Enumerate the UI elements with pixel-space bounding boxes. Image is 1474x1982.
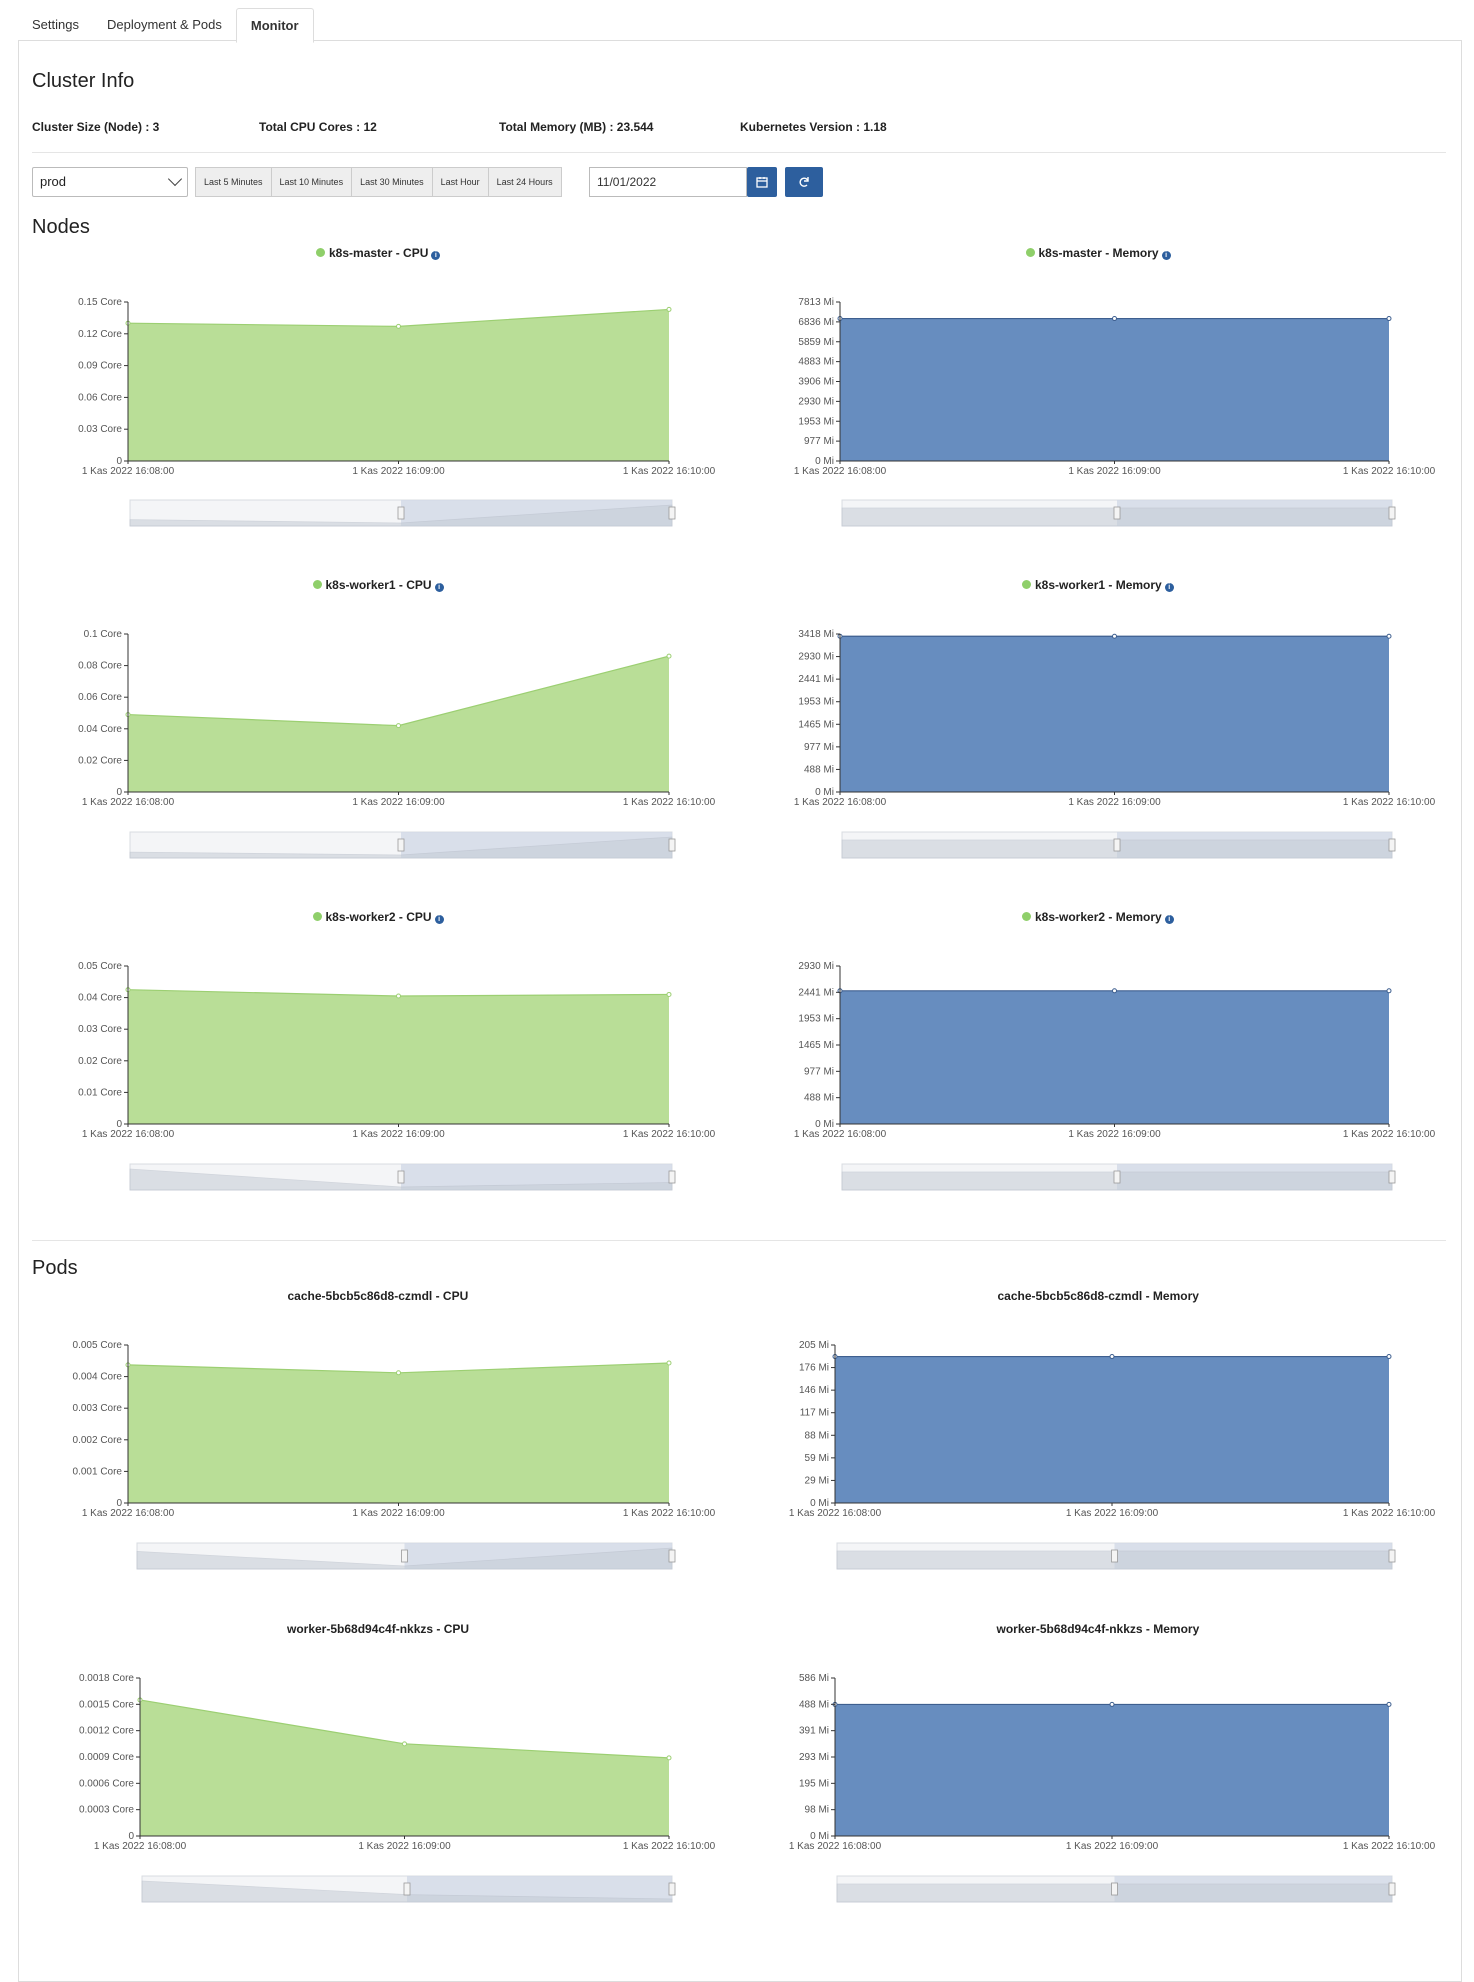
info-icon[interactable]: i (1161, 251, 1171, 260)
chart-title-metric: CPU (443, 1622, 470, 1636)
refresh-button[interactable] (785, 167, 823, 197)
chart-title-name: k8s-worker2 (1035, 910, 1106, 924)
title-separator: - (1101, 246, 1113, 260)
refresh-icon (799, 177, 809, 187)
title-separator: - (432, 1289, 443, 1303)
chart-title-metric: CPU (442, 1289, 469, 1303)
namespace-select[interactable]: prod (32, 167, 188, 197)
time-range-group: Last 5 Minutes Last 10 Minutes Last 30 M… (195, 167, 562, 197)
info-icon[interactable]: i (1164, 583, 1174, 592)
divider (32, 1240, 1446, 1241)
chart-title: cache-5bcb5c86d8-czmdl - Memory (998, 1289, 1199, 1303)
calendar-button[interactable] (747, 167, 777, 197)
chart-title-name: cache-5bcb5c86d8-czmdl (997, 1289, 1143, 1303)
range-last-hour-button[interactable]: Last Hour (431, 167, 489, 197)
chart-title-metric: Memory (1115, 910, 1162, 924)
chart-title-metric: Memory (1112, 246, 1159, 260)
namespace-value: prod (40, 174, 67, 189)
range-10-minutes-button[interactable]: Last 10 Minutes (270, 167, 353, 197)
info-icon[interactable]: i (434, 915, 444, 924)
chart-title: k8s-worker2 - CPU i (312, 910, 444, 924)
range-5-minutes-button[interactable]: Last 5 Minutes (195, 167, 272, 197)
status-ok-icon (1022, 912, 1031, 921)
total-cpu-cores: Total CPU Cores : 12 (259, 120, 377, 134)
status-ok-icon (1025, 248, 1035, 257)
chart-title-metric: CPU (406, 578, 432, 592)
title-separator: - (1142, 1289, 1153, 1303)
chart-title-name: worker-5b68d94c4f-nkkzs (996, 1622, 1143, 1636)
range-24-hours-button[interactable]: Last 24 Hours (487, 167, 562, 197)
title-separator: - (395, 578, 407, 592)
chart-title: cache-5bcb5c86d8-czmdl - CPU (288, 1289, 469, 1303)
range-30-minutes-button[interactable]: Last 30 Minutes (351, 167, 433, 197)
chart-title-metric: Memory (1152, 1289, 1199, 1303)
tab-deployment-pods[interactable]: Deployment & Pods (106, 17, 222, 32)
title-separator: - (433, 1622, 444, 1636)
chart-title-name: k8s-master (1038, 246, 1102, 260)
total-memory: Total Memory (MB) : 23.544 (499, 120, 654, 134)
chart-title-metric: CPU (403, 246, 429, 260)
kubernetes-version: Kubernetes Version : 1.18 (740, 120, 887, 134)
status-ok-icon (312, 912, 322, 921)
chart-title-name: k8s-worker2 (325, 910, 396, 924)
chart-title-name: k8s-worker1 (1035, 578, 1106, 592)
cluster-info-title: Cluster Info (32, 70, 135, 92)
title-separator: - (392, 246, 404, 260)
monitor-panel (18, 40, 1462, 1982)
status-ok-icon (312, 580, 322, 589)
chart-title: worker-5b68d94c4f-nkkzs - CPU (287, 1622, 469, 1636)
chart-title: k8s-worker1 - Memory i (1022, 578, 1174, 592)
divider (32, 152, 1446, 153)
chart-title: k8s-worker2 - Memory i (1022, 910, 1174, 924)
title-separator: - (395, 910, 407, 924)
status-ok-icon (316, 248, 325, 257)
pods-section-title: Pods (32, 1257, 78, 1279)
info-icon[interactable]: i (431, 251, 441, 260)
title-separator: - (1105, 910, 1116, 924)
title-separator: - (1142, 1622, 1154, 1636)
cluster-size: Cluster Size (Node) : 3 (32, 120, 160, 134)
calendar-icon (756, 177, 768, 188)
chart-title-metric: Memory (1153, 1622, 1200, 1636)
chart-title: k8s-worker1 - CPU i (312, 578, 444, 592)
tab-monitor[interactable]: Monitor (235, 8, 314, 43)
chart-title-metric: Memory (1115, 578, 1162, 592)
status-ok-icon (1022, 580, 1031, 589)
chart-title: k8s-master - CPU i (316, 246, 441, 260)
chart-title-name: k8s-worker1 (325, 578, 396, 592)
chart-title: worker-5b68d94c4f-nkkzs - Memory (997, 1622, 1200, 1636)
chart-title: k8s-master - Memory i (1025, 246, 1171, 260)
chart-title-name: k8s-master (329, 246, 393, 260)
chart-title-name: worker-5b68d94c4f-nkkzs (287, 1622, 434, 1636)
tab-bar: Settings Deployment & Pods Monitor (18, 8, 314, 43)
chart-title-metric: CPU (406, 910, 432, 924)
title-separator: - (1105, 578, 1116, 592)
tab-settings[interactable]: Settings (32, 17, 79, 32)
nodes-section-title: Nodes (32, 216, 90, 238)
date-input[interactable]: 11/01/2022 (589, 167, 747, 197)
chart-title-name: cache-5bcb5c86d8-czmdl (287, 1289, 433, 1303)
info-icon[interactable]: i (1164, 915, 1174, 924)
chevron-down-icon (167, 171, 183, 187)
info-icon[interactable]: i (434, 583, 444, 592)
